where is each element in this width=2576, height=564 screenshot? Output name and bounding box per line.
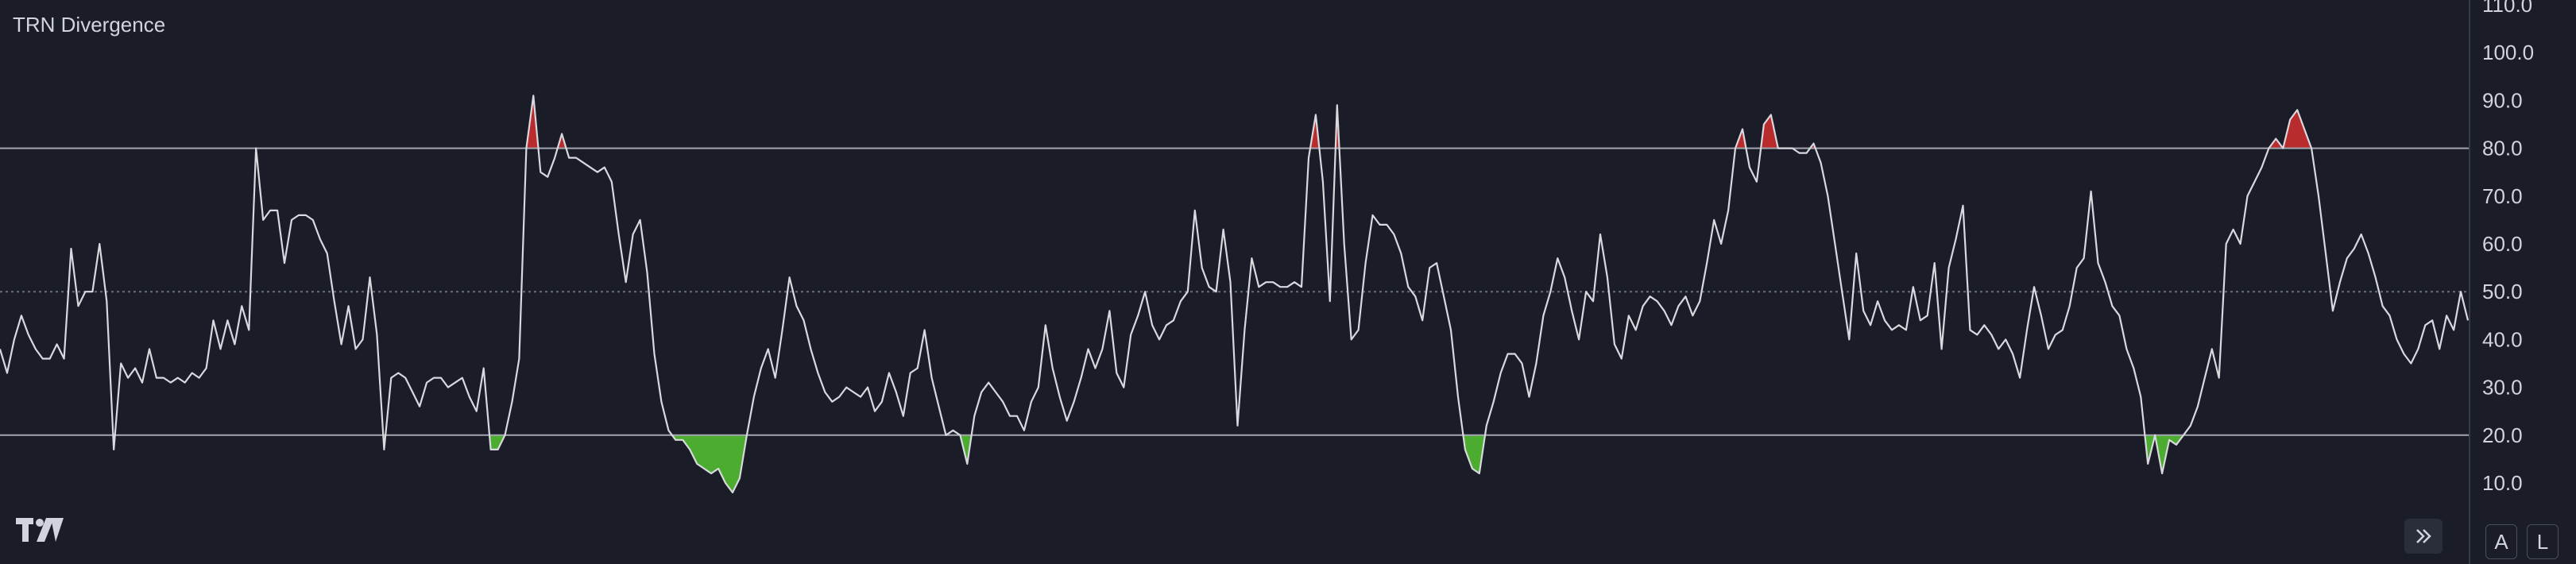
- y-tick-label: 110.0: [2482, 0, 2532, 17]
- indicator-line: [0, 95, 2470, 494]
- y-tick-label: 60.0: [2482, 232, 2523, 256]
- y-tick-label: 50.0: [2482, 280, 2523, 303]
- oversold-fill: [2155, 435, 2183, 473]
- y-tick-label: 70.0: [2482, 184, 2523, 208]
- overbought-fill: [557, 133, 567, 149]
- oversold-fill: [960, 435, 972, 464]
- y-tick-label: 30.0: [2482, 376, 2523, 400]
- oversold-fill: [671, 435, 747, 493]
- price-axis[interactable]: 10.0 20.0 30.0 40.0 50.0 60.0 70.0 80.0 90.0 100.…: [2469, 0, 2534, 564]
- log-scale-button[interactable]: L: [2527, 524, 2559, 559]
- y-tick-label: 10.0: [2482, 471, 2523, 495]
- oversold-fill: [1463, 435, 1485, 473]
- y-tick-label: 40.0: [2482, 327, 2523, 351]
- overbought-fill: [2269, 138, 2284, 149]
- divergence-fills: [113, 95, 2312, 493]
- indicator-title: TRN Divergence: [13, 13, 166, 37]
- trn-line: [0, 95, 2470, 494]
- overbought-fill: [1310, 114, 1320, 149]
- y-tick-label: 100.0: [2482, 41, 2534, 64]
- tradingview-logo-icon[interactable]: [16, 516, 67, 549]
- overbought-fill: [526, 95, 539, 149]
- y-tick-label: 80.0: [2482, 137, 2523, 160]
- y-tick-label: 20.0: [2482, 423, 2523, 447]
- y-tick-label: 90.0: [2482, 88, 2523, 112]
- level-lines: [0, 147, 2470, 436]
- auto-scale-button[interactable]: A: [2485, 524, 2517, 559]
- double-chevron-right-icon: [2416, 529, 2431, 543]
- oversold-fill: [489, 435, 505, 450]
- scroll-to-realtime-button[interactable]: [2404, 519, 2443, 554]
